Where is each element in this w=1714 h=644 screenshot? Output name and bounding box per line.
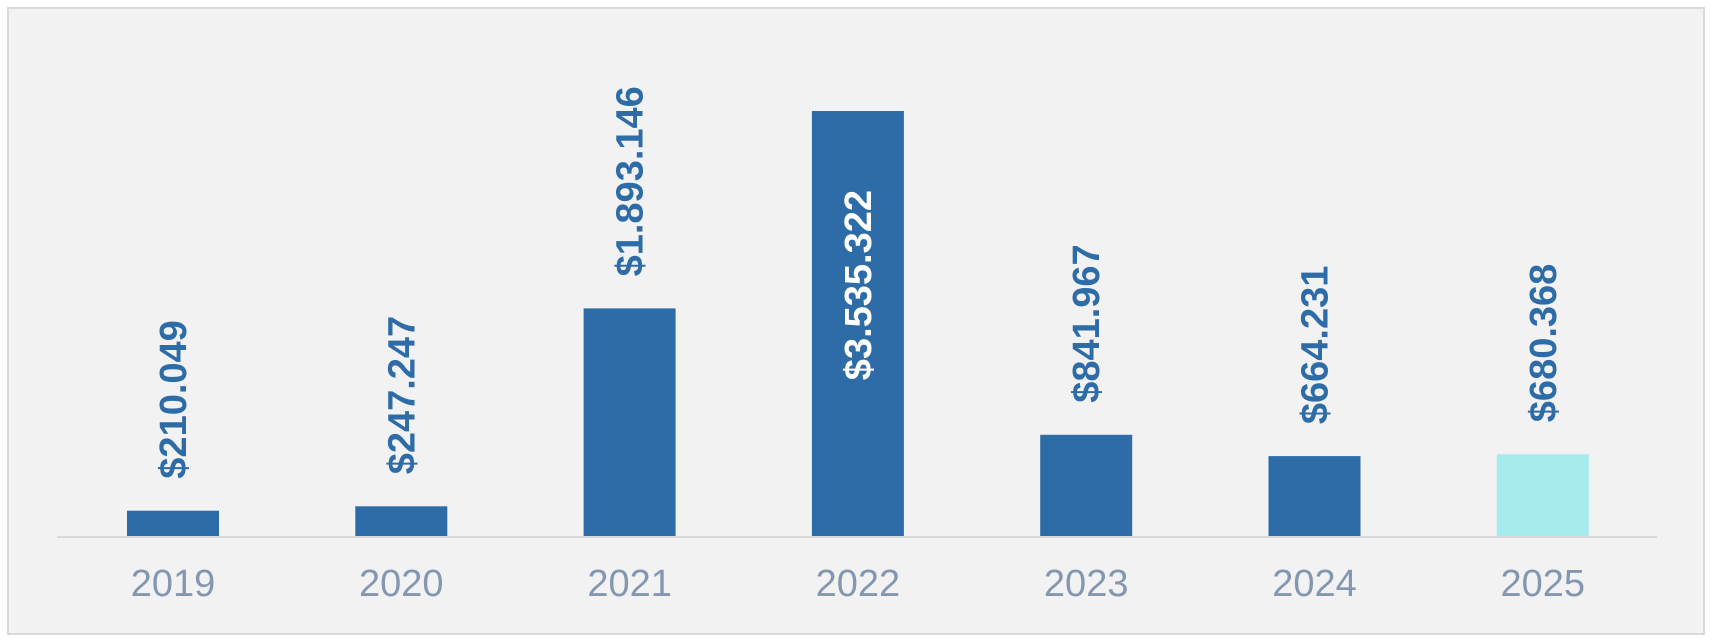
category-label-2023: 2023 — [1044, 563, 1129, 605]
category-labels-group: 2019 2020 2021 2022 2023 2024 2025 — [131, 563, 1585, 605]
value-labels-group: $210.049 $247.247 $1.893.146 $3.535.322 $841… — [153, 86, 1565, 478]
value-label-2021: $1.893.146 — [610, 86, 652, 276]
category-label-2019: 2019 — [131, 563, 216, 605]
bar-2023 — [1040, 434, 1133, 536]
category-label-2022: 2022 — [816, 563, 901, 605]
value-label-2023: $841.967 — [1066, 244, 1108, 403]
chart-container: 2019 2020 2021 2022 2023 2024 2025 $210.049 $24… — [7, 7, 1705, 635]
bar-2020 — [355, 506, 448, 536]
value-label-2024: $664.231 — [1295, 266, 1337, 425]
bar-2022 — [811, 111, 904, 536]
value-label-2020: $247.247 — [381, 316, 423, 475]
bars-group — [127, 111, 1589, 536]
category-label-2021: 2021 — [587, 563, 672, 605]
category-label-2024: 2024 — [1272, 563, 1357, 605]
bar-2024 — [1268, 456, 1361, 536]
category-label-2020: 2020 — [359, 563, 444, 605]
value-label-2019: $210.049 — [153, 320, 195, 479]
bar-2025 — [1496, 454, 1589, 536]
bar-2019 — [127, 510, 219, 536]
bar-2021 — [583, 308, 676, 536]
bar-chart: 2019 2020 2021 2022 2023 2024 2025 $210.049 $24… — [57, 86, 1657, 605]
value-label-2025: $680.368 — [1523, 264, 1565, 423]
category-label-2025: 2025 — [1501, 563, 1586, 605]
value-label-2022: $3.535.322 — [838, 190, 880, 380]
